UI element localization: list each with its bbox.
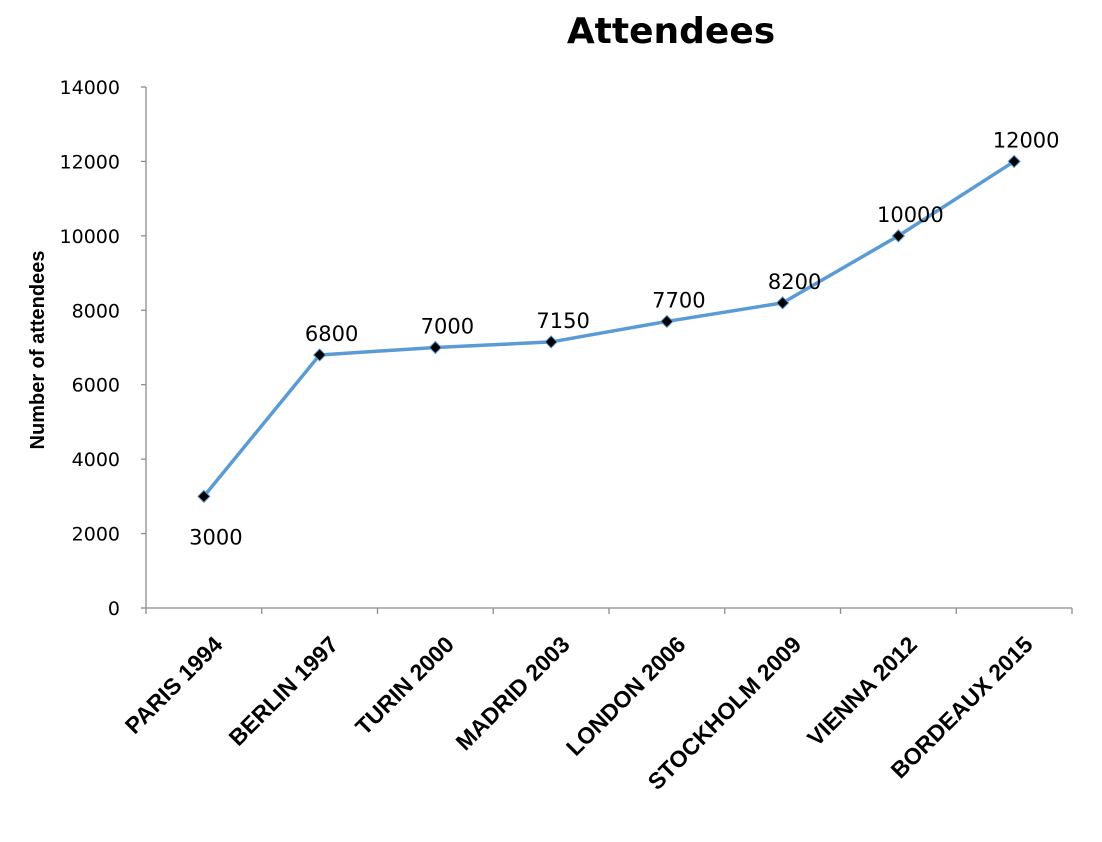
y-tick-label: 6000 (72, 375, 120, 397)
y-axis-ticks: 0 2000 4000 6000 8000 10000 12000 14000 (60, 77, 146, 620)
data-label: 7000 (421, 315, 474, 339)
data-point-marker (544, 335, 558, 349)
y-tick-label: 0 (108, 598, 120, 620)
data-point-marker (891, 229, 906, 243)
y-tick-label: 2000 (72, 524, 120, 546)
series-line (202, 159, 1016, 499)
x-tick-label: LONDON 2006 (561, 631, 691, 761)
y-tick-label: 12000 (60, 151, 120, 173)
data-label: 7700 (652, 288, 705, 312)
data-label: 12000 (993, 128, 1060, 152)
y-axis-label: Number of attendees (27, 251, 49, 450)
x-tick-label: MADRID 2003 (451, 631, 575, 755)
chart-title: Attendees (567, 11, 775, 52)
marker-layer (197, 154, 1021, 504)
data-label: 8200 (768, 270, 821, 294)
y-tick-label: 4000 (72, 449, 120, 471)
x-tick-label: PARIS 1994 (120, 631, 228, 739)
y-tick-label: 14000 (60, 77, 120, 99)
data-point-marker (660, 314, 674, 329)
data-label: 7150 (536, 309, 589, 333)
x-tick-label: VIENNA 2012 (802, 631, 922, 751)
data-label-layer: 3000 6800 7000 7150 7700 8200 10000 12000 (189, 128, 1059, 549)
data-point-marker (428, 340, 443, 355)
data-label: 3000 (189, 525, 242, 549)
x-tick-label: BERLIN 1997 (224, 631, 344, 751)
y-tick-label: 8000 (72, 300, 120, 322)
data-label: 10000 (877, 203, 944, 227)
data-point-marker (775, 296, 790, 310)
series-layer (202, 159, 1016, 499)
data-point-marker (1007, 154, 1021, 169)
data-label: 6800 (305, 322, 358, 346)
x-tick-label: TURIN 2000 (350, 631, 459, 740)
y-tick-label: 10000 (60, 226, 120, 248)
data-point-marker (312, 348, 327, 362)
data-point-marker (197, 489, 211, 504)
